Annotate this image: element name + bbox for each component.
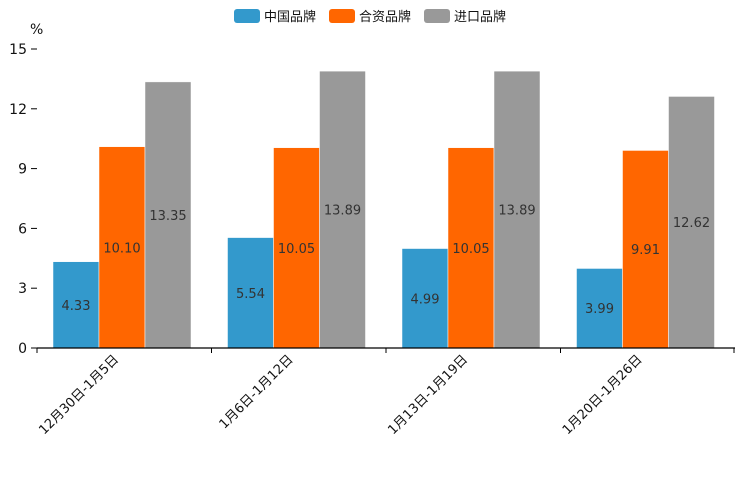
x-category-label-1: 12月30日-1月5日 — [36, 352, 122, 438]
bar-2-3[interactable] — [319, 70, 366, 349]
y-tick-label: 15 — [9, 42, 27, 58]
y-tick-label: 3 — [18, 281, 27, 297]
data-label-4-1: 3.99 — [585, 302, 614, 317]
legend-swatch-3 — [424, 9, 450, 23]
y-tick-label: 0 — [18, 341, 27, 357]
data-label-2-2: 10.05 — [278, 242, 315, 257]
data-label-2-1: 5.54 — [236, 287, 265, 302]
bar-3-2[interactable] — [447, 147, 495, 349]
y-tick-label: 12 — [9, 102, 27, 118]
y-tick-label: 6 — [18, 221, 27, 237]
x-category-label-3: 1月13日-1月19日 — [385, 352, 471, 438]
y-tick-label: 9 — [18, 162, 27, 178]
bars: 4.33 10.10 13.35 5.54 10.05 13.89 4.99 10.05 13.… — [52, 70, 715, 349]
data-label-3-2: 10.05 — [452, 242, 489, 257]
data-label-3-3: 13.89 — [498, 204, 535, 219]
bar-2-1[interactable] — [227, 237, 274, 349]
bar-4-3[interactable] — [668, 96, 715, 349]
legend-label-3: 进口品牌 — [454, 9, 506, 25]
bar-2-2[interactable] — [273, 147, 320, 349]
bar-3-1[interactable] — [401, 248, 449, 349]
bar-1-3[interactable] — [144, 81, 192, 349]
data-label-1-1: 4.33 — [62, 299, 91, 314]
data-label-2-3: 13.89 — [324, 204, 361, 219]
legend-label-1: 中国品牌 — [264, 9, 316, 25]
y-axis-label: % — [30, 22, 43, 38]
legend-label-2: 合资品牌 — [359, 9, 411, 25]
data-label-4-3: 12.62 — [673, 216, 710, 231]
data-label-1-3: 13.35 — [149, 209, 186, 224]
y-axis: 0 3 6 9 12 15 — [9, 42, 37, 357]
x-category-label-2: 1月6日-1月12日 — [217, 352, 297, 432]
x-category-label-4: 1月20日-1月26日 — [560, 352, 646, 438]
legend: 中国品牌 合资品牌 进口品牌 — [234, 9, 506, 25]
data-label-1-2: 10.10 — [103, 241, 140, 256]
legend-swatch-2 — [329, 9, 355, 23]
x-axis: 12月30日-1月5日 1月6日-1月12日 1月13日-1月19日 1月20日-1月… — [36, 347, 735, 438]
bar-4-2[interactable] — [622, 150, 669, 349]
bar-4-1[interactable] — [576, 268, 623, 349]
data-label-4-2: 9.91 — [631, 243, 660, 258]
data-label-3-1: 4.99 — [411, 292, 440, 307]
legend-swatch-1 — [234, 9, 260, 23]
